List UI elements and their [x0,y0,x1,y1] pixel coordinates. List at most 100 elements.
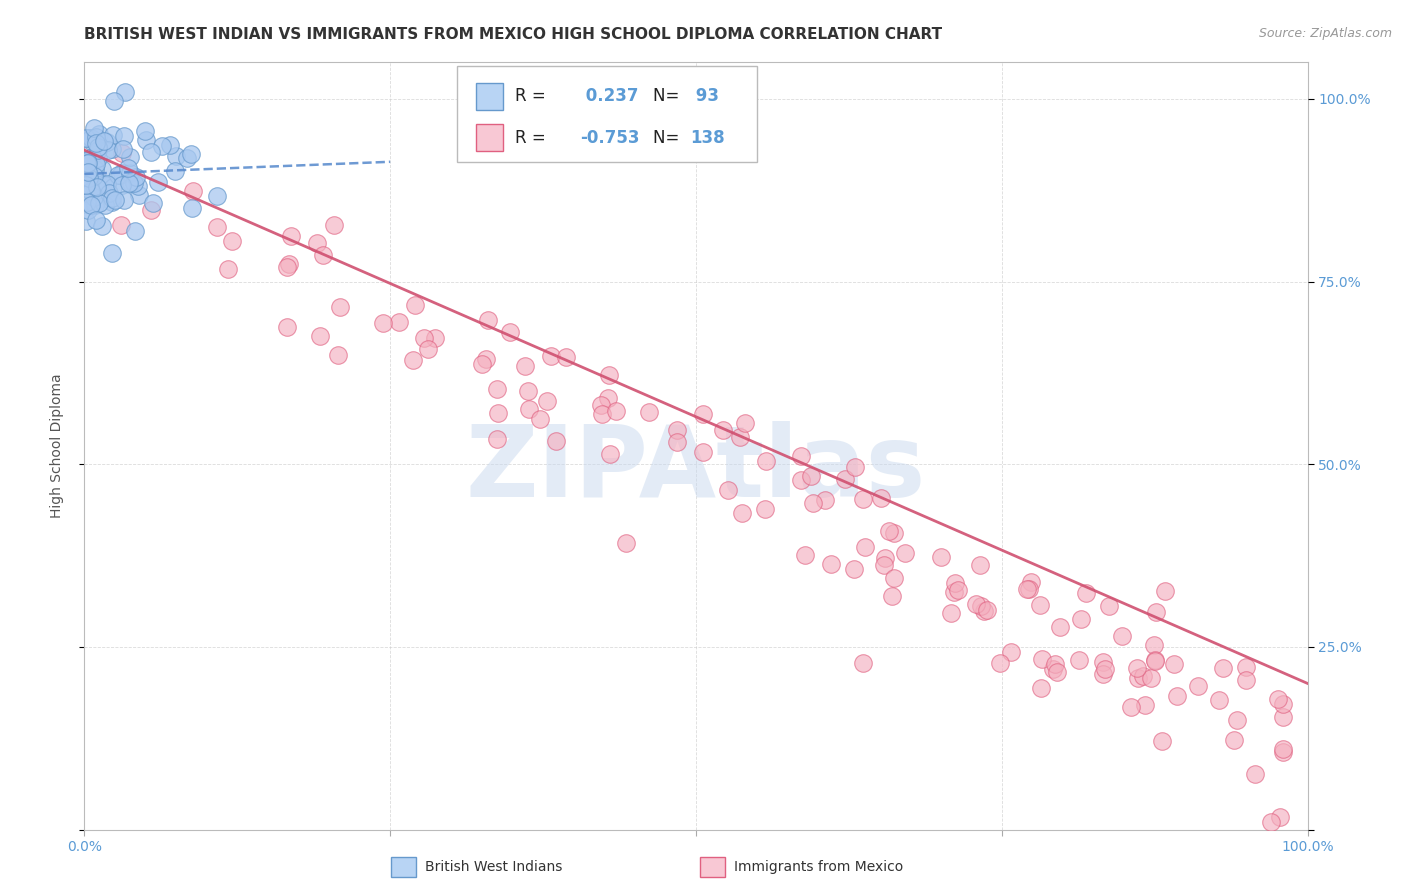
Point [108,168,131,182]
Point [1092,666,1115,681]
Point [1126,661,1149,675]
Point [942,585,965,599]
Point [1208,693,1230,707]
Point [86,136,108,150]
Text: British West Indians: British West Indians [425,860,562,874]
Point [80,131,103,145]
Point [112,193,135,207]
Point [75,213,97,227]
Point [730,506,752,520]
Point [486,406,509,420]
Point [76,195,98,210]
Point [1187,680,1209,694]
Point [181,185,204,199]
Point [1074,586,1097,600]
Point [118,177,141,191]
Point [405,298,427,312]
Point [754,501,776,516]
Point [1135,698,1157,712]
Point [970,599,993,613]
Point [79,178,101,192]
Point [135,133,157,147]
Point [875,551,897,566]
Point [1234,673,1257,687]
Point [1046,665,1069,680]
Point [388,315,411,329]
Point [1272,742,1295,756]
Point [1140,671,1163,685]
Point [591,398,613,412]
Point [79,184,101,198]
Point [946,582,969,597]
Point [205,189,228,203]
Point [1017,582,1039,596]
Point [894,546,917,560]
Point [692,407,714,421]
Point [77,167,100,181]
Point [555,350,578,364]
Point [96,178,118,192]
Point [221,234,243,248]
Point [80,150,103,164]
Point [79,173,101,187]
Point [111,146,134,161]
FancyBboxPatch shape [457,66,758,162]
Point [1212,661,1234,675]
Point [976,603,998,617]
Point [1223,733,1246,747]
Point [120,177,142,191]
Point [517,384,540,398]
Point [536,393,558,408]
Point [80,134,103,148]
Point [104,194,127,208]
Point [799,469,821,483]
Point [217,261,239,276]
Point [103,128,125,143]
Point [326,347,349,361]
Point [734,416,756,430]
Point [307,235,329,250]
Point [79,180,101,194]
Point [117,161,139,175]
Point [76,153,98,167]
Point [77,165,100,179]
Point [1163,657,1185,671]
Point [1042,662,1064,676]
Point [872,558,894,572]
Point [329,300,352,314]
Point [988,656,1011,670]
Point [477,313,499,327]
Point [638,405,661,419]
Point [79,184,101,198]
Point [89,196,111,211]
Point [1272,745,1295,759]
Point [844,562,866,576]
Point [91,178,114,192]
Point [165,164,187,178]
Text: 138: 138 [690,128,724,146]
Point [84,180,107,194]
Point [598,368,620,382]
Point [728,430,751,444]
Point [801,496,824,510]
Point [111,142,134,156]
Point [485,382,508,396]
Point [1029,598,1052,612]
Point [1000,645,1022,659]
Point [790,473,813,487]
Point [471,357,494,371]
Point [596,392,619,406]
Point [529,411,551,425]
Point [371,316,394,330]
Point [107,168,129,182]
Point [84,198,107,212]
Point [111,166,134,180]
Point [112,128,135,143]
Text: N=: N= [654,128,685,146]
Point [83,161,105,176]
Point [96,177,118,191]
Point [142,196,165,211]
Point [1070,612,1092,626]
Point [1267,691,1289,706]
Point [877,524,900,538]
